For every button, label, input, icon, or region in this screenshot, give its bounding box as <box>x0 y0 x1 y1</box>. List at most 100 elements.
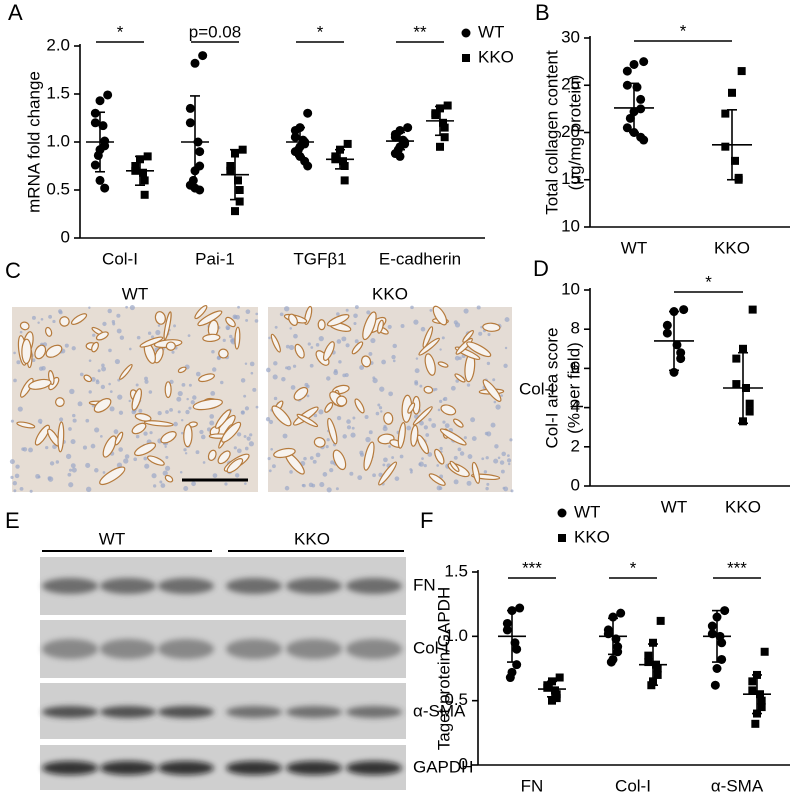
significance-label: * <box>317 22 324 41</box>
tubule <box>194 304 208 320</box>
tubule <box>19 321 30 331</box>
tubule <box>378 461 398 486</box>
x-tick-label: Col-I <box>615 776 651 795</box>
nucleus <box>312 459 317 464</box>
nucleus <box>164 445 167 449</box>
tubule <box>434 448 445 465</box>
nucleus <box>325 444 329 449</box>
nucleus <box>10 419 14 423</box>
nucleus <box>377 403 381 407</box>
significance-label: ** <box>413 22 427 41</box>
nucleus <box>69 388 75 395</box>
y-tick-label: 0 <box>61 227 70 246</box>
panel-label: F <box>420 508 433 533</box>
nucleus <box>381 359 387 365</box>
tubule <box>225 316 236 328</box>
nucleus <box>478 331 483 336</box>
nucleus <box>458 356 462 360</box>
nucleus <box>388 445 391 448</box>
band-label: Col-I <box>413 638 449 657</box>
nucleus <box>318 409 324 415</box>
nucleus <box>19 330 23 334</box>
panel-label: D <box>533 256 549 281</box>
tubule <box>59 316 70 327</box>
nucleus <box>336 312 340 316</box>
nucleus <box>279 312 284 317</box>
nucleus <box>244 406 250 411</box>
nucleus <box>164 465 171 471</box>
nucleus <box>499 460 505 465</box>
nucleus <box>436 464 439 467</box>
data-point <box>439 118 447 127</box>
nucleus <box>191 481 196 487</box>
data-point <box>734 175 743 184</box>
nucleus <box>345 308 349 312</box>
nucleus <box>453 479 459 485</box>
nucleus <box>114 358 121 365</box>
tubule <box>270 333 281 353</box>
tubule <box>226 458 244 474</box>
nucleus <box>85 462 91 468</box>
data-point <box>440 133 449 142</box>
nucleus <box>136 335 141 340</box>
nucleus <box>100 384 106 390</box>
nucleus <box>224 482 228 486</box>
nucleus <box>108 348 112 353</box>
nucleus <box>9 459 15 465</box>
data-point <box>745 399 754 408</box>
nucleus <box>157 324 161 327</box>
tubule <box>440 404 457 416</box>
x-tick-label: KKO <box>725 497 761 516</box>
nucleus <box>13 378 17 383</box>
nucleus <box>418 462 422 466</box>
nucleus <box>47 476 54 482</box>
blot-band <box>42 706 98 718</box>
nucleus <box>315 343 320 347</box>
data-point <box>339 157 347 166</box>
nucleus <box>378 406 383 410</box>
nucleus <box>265 417 271 422</box>
data-point <box>712 664 722 673</box>
nucleus <box>109 390 113 393</box>
nucleus <box>453 320 458 325</box>
nucleus <box>234 473 240 478</box>
nucleus <box>414 381 419 386</box>
nucleus <box>35 473 41 479</box>
nucleus <box>128 399 131 403</box>
tubule <box>163 311 172 341</box>
data-point <box>636 94 646 104</box>
nucleus <box>150 335 154 339</box>
nucleus <box>67 472 72 477</box>
tubule <box>453 418 464 428</box>
nucleus <box>209 414 215 419</box>
tubule <box>119 364 133 380</box>
tubule <box>294 343 305 359</box>
tubule <box>439 428 467 446</box>
nucleus <box>181 383 186 387</box>
nucleus <box>326 376 331 381</box>
nucleus <box>252 387 257 392</box>
nucleus <box>423 425 428 430</box>
x-tick-label: α-SMA <box>711 776 764 795</box>
nucleus <box>100 434 103 438</box>
significance-label: *** <box>522 558 542 577</box>
blot-band <box>346 706 402 718</box>
nucleus <box>88 306 91 309</box>
data-point <box>103 90 113 100</box>
nucleus <box>335 487 339 491</box>
nucleus <box>281 376 286 382</box>
nucleus <box>162 470 168 476</box>
nucleus <box>387 324 392 329</box>
nucleus <box>419 384 423 388</box>
data-point <box>732 380 741 389</box>
nucleus <box>282 433 288 439</box>
nucleus <box>304 382 309 387</box>
blot-band <box>346 578 402 594</box>
panel-label: A <box>8 0 23 25</box>
data-point <box>185 118 195 128</box>
nucleus <box>286 365 292 371</box>
nucleus <box>480 325 483 329</box>
panel-label: B <box>535 0 550 25</box>
nucleus <box>391 354 396 360</box>
nucleus <box>107 308 112 314</box>
